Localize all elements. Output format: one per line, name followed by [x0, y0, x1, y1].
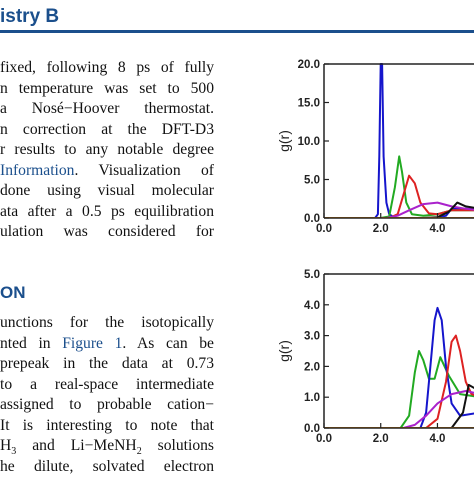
y-axis-label: g(r) [276, 130, 292, 152]
y-tick-label: 3.0 [304, 331, 320, 343]
y-axis-label: g(r) [276, 340, 292, 362]
series-line-1 [375, 64, 474, 218]
y-tick-label: 10.0 [298, 136, 320, 148]
x-tick-label: 4.0 [429, 223, 445, 235]
y-tick-label: 5.0 [304, 175, 320, 187]
y-tick-label: 5.0 [304, 269, 320, 281]
x-tick-label: 0.0 [316, 433, 332, 445]
series-line-3 [389, 176, 474, 218]
y-tick-label: 20.0 [298, 59, 320, 71]
y-tick-label: 2.0 [304, 361, 320, 373]
x-tick-label: 2.0 [373, 433, 389, 445]
y-tick-label: 1.0 [304, 392, 320, 404]
x-tick-label: 2.0 [373, 223, 389, 235]
y-tick-label: 15.0 [298, 98, 320, 110]
x-tick-label: 0.0 [316, 223, 332, 235]
x-tick-label: 4.0 [429, 433, 445, 445]
y-tick-label: 4.0 [304, 300, 320, 312]
